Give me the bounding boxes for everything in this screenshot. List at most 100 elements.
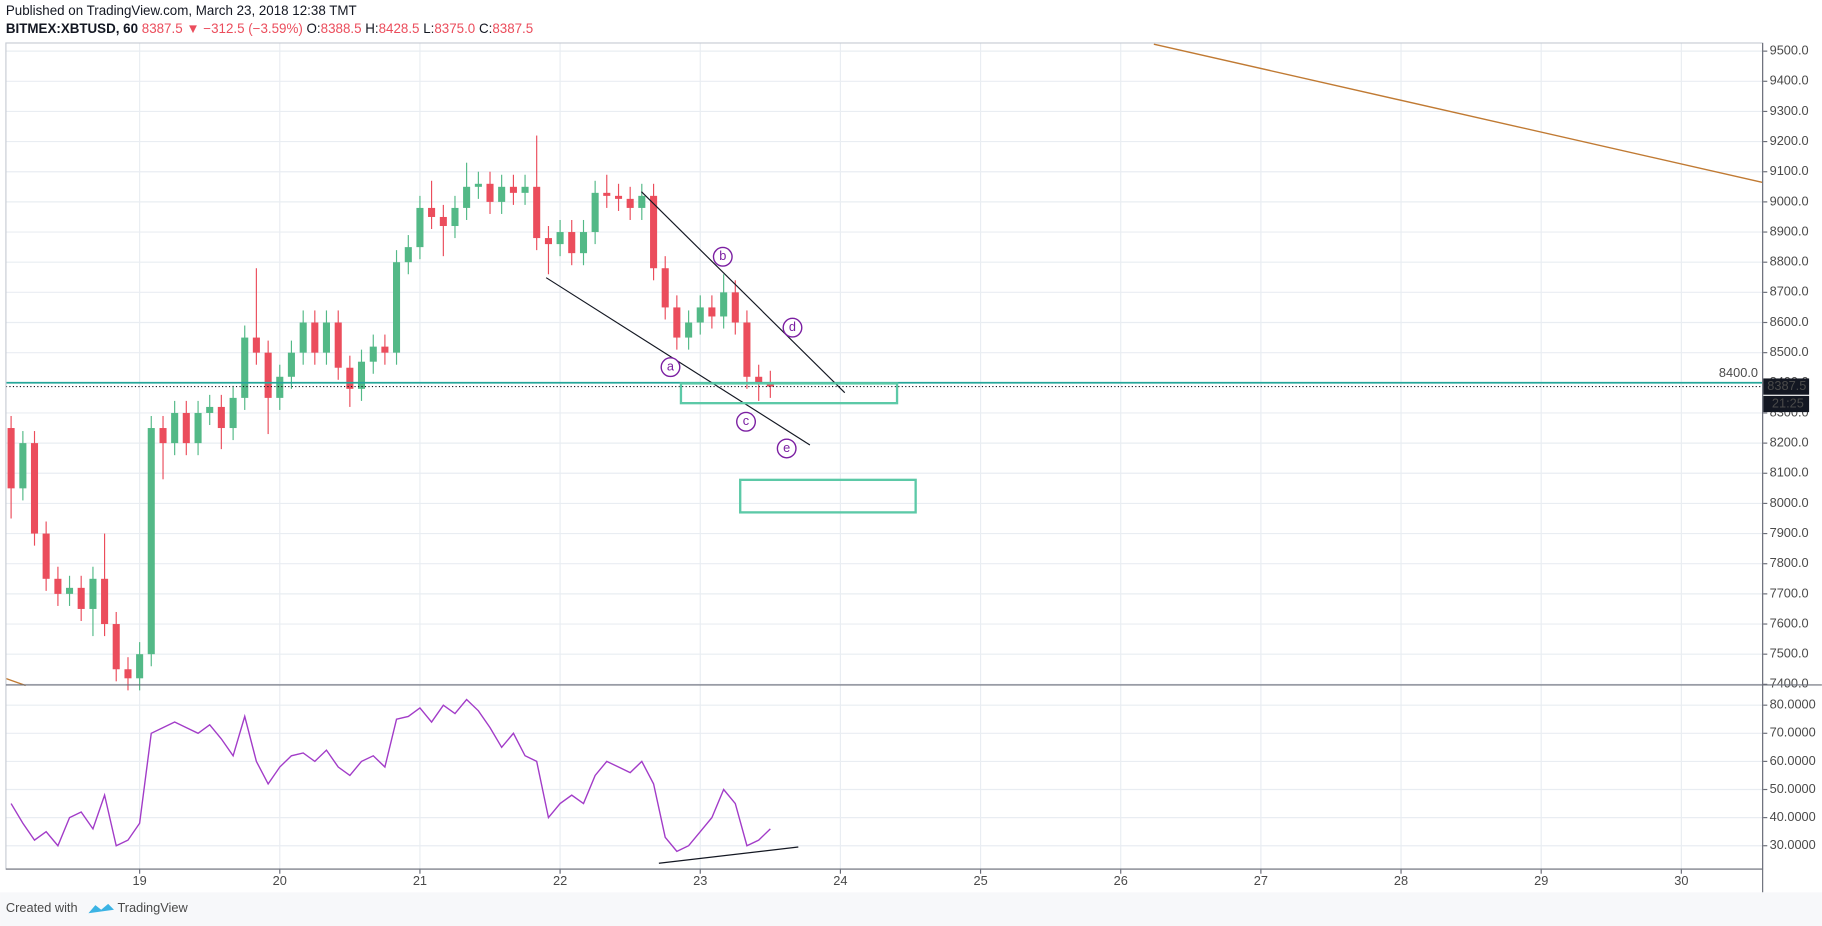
candle-body [708, 307, 716, 317]
candle-body [7, 428, 15, 489]
y-tick-label: 8900.0 [1770, 223, 1809, 238]
candle-body [416, 207, 424, 248]
y-tick-label: 8800.0 [1770, 254, 1809, 269]
y-tick-label: 8000.0 [1770, 495, 1809, 510]
candle-body [89, 578, 97, 609]
footer-brand[interactable]: TradingView [117, 900, 188, 915]
candle-body [463, 186, 471, 208]
candle-body [615, 195, 623, 199]
candle-body [521, 186, 529, 193]
y-tick-label: 9400.0 [1770, 73, 1809, 88]
open-value: 8388.5 [321, 21, 362, 36]
high-value: 8428.5 [379, 21, 420, 36]
candle-body [591, 192, 599, 233]
rsi-line [10, 698, 771, 853]
candle-body [486, 183, 494, 202]
candle-body [766, 382, 774, 387]
candle-body [544, 238, 552, 245]
y-tick-label: 60.0000 [1770, 753, 1816, 768]
candle-body [439, 216, 447, 227]
candle-body [54, 578, 62, 594]
candle-body [264, 352, 272, 398]
candle-body [498, 186, 506, 202]
candle-body [743, 322, 751, 377]
low-value: 8375.0 [434, 21, 475, 36]
candle-body [673, 307, 681, 338]
wave-label: c [743, 413, 750, 428]
candle-body [568, 232, 576, 254]
candle-body [77, 587, 85, 609]
candle-body [159, 428, 167, 444]
y-tick-label: 8200.0 [1770, 434, 1809, 449]
y-tick-label: 9100.0 [1770, 163, 1809, 178]
x-tick-label: 24 [833, 873, 847, 888]
change: ▼ −312.5 (−3.59%) [186, 21, 302, 36]
candle-body [533, 186, 541, 239]
x-tick-label: 20 [273, 873, 287, 888]
candle-body [19, 443, 27, 489]
last-price: 8387.5 [142, 21, 183, 36]
candle-body [579, 232, 588, 254]
y-tick-label: 9500.0 [1770, 43, 1809, 58]
x-tick-label: 23 [693, 873, 707, 888]
candle-body [451, 207, 459, 227]
x-tick-label: 28 [1394, 873, 1408, 888]
x-tick-label: 29 [1534, 873, 1548, 888]
target-box [739, 478, 917, 514]
candle-body [685, 322, 693, 338]
wave-circle [712, 246, 733, 267]
channel-line [641, 191, 846, 394]
y-tick-label: 40.0000 [1770, 809, 1816, 824]
wave-label: d [789, 319, 796, 334]
candle-body [124, 669, 132, 679]
candle-body [287, 352, 295, 377]
candle-body [428, 207, 436, 217]
drawings: a b c d e [5, 43, 1763, 864]
footer-created: Created with [6, 900, 78, 915]
open-label: O: [307, 21, 321, 36]
candle-body [509, 186, 517, 193]
grid: 19 20 21 22 23 24 25 26 27 28 29 30 7400.0 7500.0 7600… [5, 43, 1816, 888]
candle-body [720, 292, 728, 317]
countdown-label: 21:25 [1772, 395, 1804, 410]
published-line: Published on TradingView.com, March 23, … [6, 3, 357, 18]
x-tick-label: 27 [1254, 873, 1268, 888]
candle-body [334, 322, 342, 368]
y-tick-label: 8600.0 [1770, 314, 1809, 329]
candle-body [217, 406, 225, 429]
candle-body [556, 232, 564, 245]
y-tick-label: 7800.0 [1770, 555, 1809, 570]
candle-body [276, 376, 284, 398]
y-tick-label: 7500.0 [1770, 646, 1809, 661]
y-tick-label: 9200.0 [1770, 133, 1809, 148]
close-label: C: [479, 21, 492, 36]
candle-body [650, 195, 658, 269]
candle-body [206, 406, 214, 413]
last-price-label: 8387.5 [1767, 378, 1806, 393]
last-price-box [1762, 378, 1810, 395]
wave-circle [776, 438, 797, 459]
candle-body [194, 412, 202, 444]
y-tick-label: 8100.0 [1770, 465, 1809, 480]
candle-body [626, 198, 634, 208]
y-tick-label: 7900.0 [1770, 525, 1809, 540]
wave-label: a [667, 359, 675, 374]
candle-body [322, 322, 330, 353]
x-tick-label: 25 [973, 873, 987, 888]
x-tick-label: 22 [553, 873, 567, 888]
countdown-box [1762, 395, 1810, 413]
y-tick-label: 7600.0 [1770, 615, 1809, 630]
y-tick-label: 9300.0 [1770, 103, 1809, 118]
y-tick-label: 8500.0 [1770, 344, 1809, 359]
candle-body [603, 192, 611, 196]
x-tick-label: 26 [1114, 873, 1128, 888]
candle-body [392, 262, 401, 353]
target-box [679, 382, 899, 405]
x-tick-label: 30 [1674, 873, 1688, 888]
high-label: H: [365, 21, 378, 36]
candle-body [661, 268, 669, 308]
trend-line [1153, 43, 1763, 184]
y-tick-label: 9000.0 [1770, 193, 1809, 208]
